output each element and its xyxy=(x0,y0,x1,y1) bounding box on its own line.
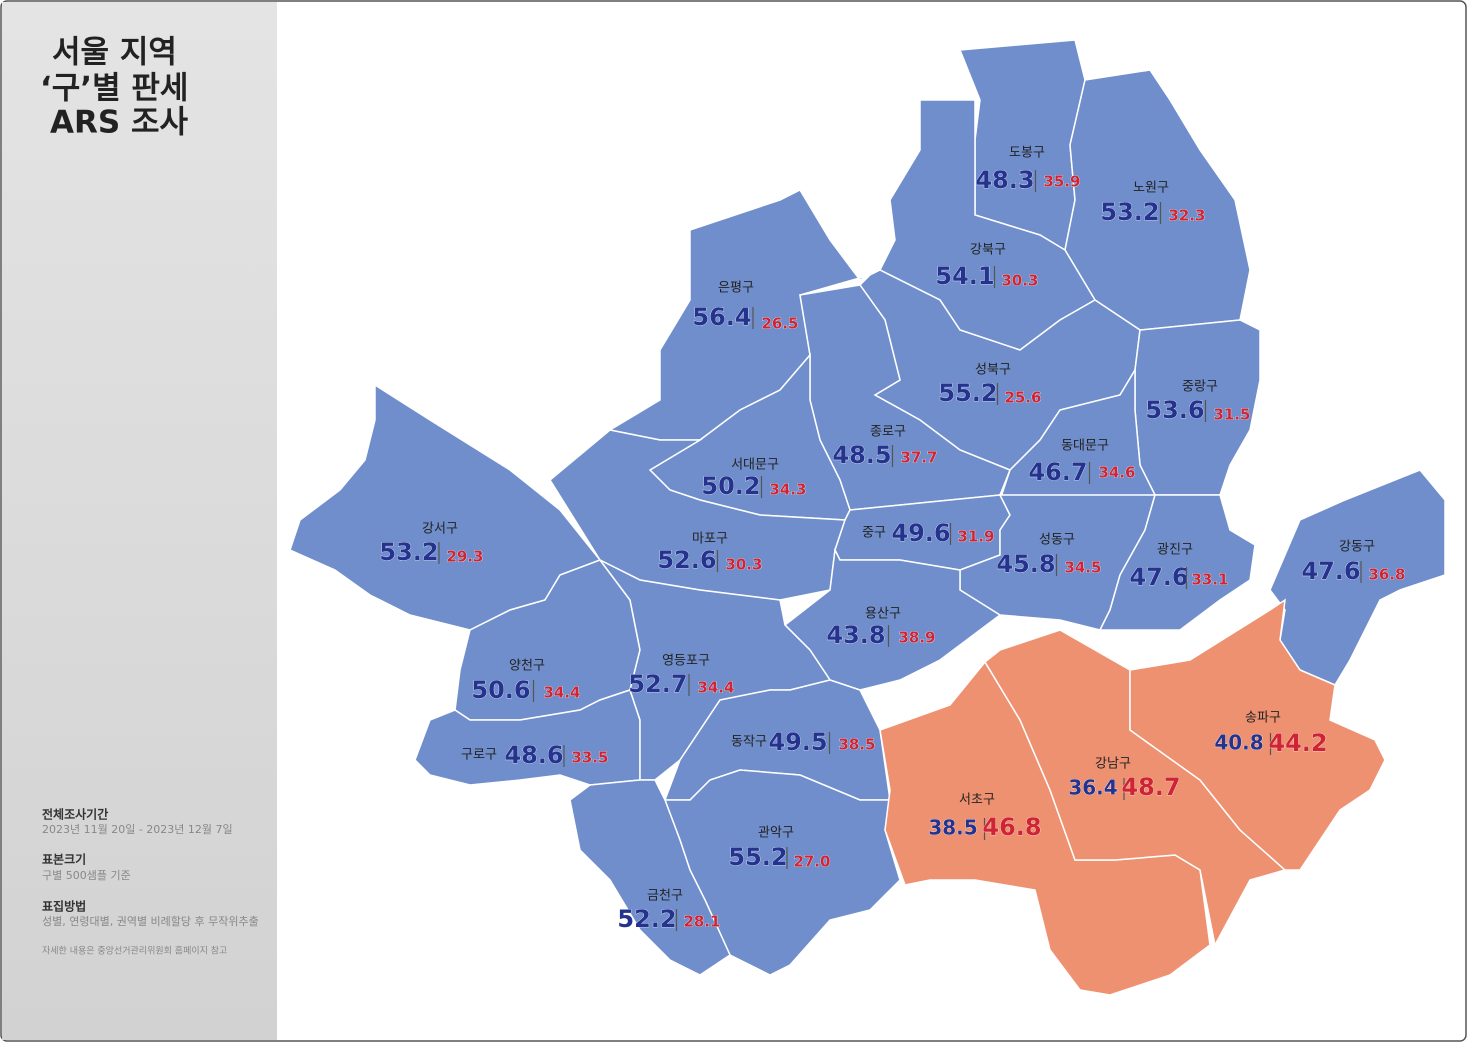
red-value: 37.7 xyxy=(900,449,937,467)
red-value: 46.8 xyxy=(982,813,1041,841)
district-labels: 도봉구 48.3 35.9 노원구 53.2 32.3 강북구 54.1 30.3 은평구 56.4… xyxy=(379,146,1406,934)
title-line: ARS 조사 xyxy=(50,105,189,141)
red-value: 34.4 xyxy=(543,684,580,702)
red-value: 29.3 xyxy=(446,548,483,566)
blue-value: 49.5 xyxy=(768,728,827,756)
district-area xyxy=(783,547,1002,691)
district-name: 중구 xyxy=(862,526,886,541)
red-value: 32.3 xyxy=(1168,207,1205,225)
district-name: 도봉구 xyxy=(1009,146,1045,161)
blue-value: 53.6 xyxy=(1145,396,1204,424)
district-name: 구로구 xyxy=(461,748,497,763)
blue-value: 55.2 xyxy=(728,843,787,871)
red-value: 25.6 xyxy=(1004,389,1041,407)
district-name: 강서구 xyxy=(422,522,458,537)
blue-value: 52.6 xyxy=(657,546,716,574)
blue-value: 46.7 xyxy=(1028,458,1087,486)
red-value: 34.6 xyxy=(1098,464,1135,482)
blue-value: 43.8 xyxy=(826,621,885,649)
note-text: 구별 500샘플 기준 xyxy=(42,869,131,882)
red-value: 38.5 xyxy=(838,736,875,754)
red-value: 44.2 xyxy=(1268,729,1327,757)
red-value: 33.5 xyxy=(571,749,608,767)
district-name: 은평구 xyxy=(718,281,754,296)
note-text: 성별, 연령대별, 권역별 비례할당 후 무작위추출 xyxy=(42,915,259,928)
district-name: 양천구 xyxy=(509,659,545,674)
blue-value: 53.2 xyxy=(379,538,438,566)
district-name: 강남구 xyxy=(1095,757,1131,772)
district-area xyxy=(569,779,731,976)
blue-value: 48.6 xyxy=(504,741,563,769)
blue-value: 56.4 xyxy=(692,303,751,331)
blue-value: 54.1 xyxy=(935,262,994,290)
blue-value: 36.4 xyxy=(1068,776,1117,800)
district-area xyxy=(998,367,1157,501)
blue-value: 40.8 xyxy=(1214,731,1263,755)
district-name: 강북구 xyxy=(970,243,1006,258)
red-value: 27.0 xyxy=(793,853,830,871)
red-value: 30.3 xyxy=(1001,272,1038,290)
red-value: 31.5 xyxy=(1213,406,1250,424)
district-name: 중랑구 xyxy=(1182,380,1218,395)
red-value: 34.3 xyxy=(769,481,806,499)
blue-value: 47.6 xyxy=(1301,557,1360,585)
red-value: 48.7 xyxy=(1121,773,1180,801)
red-value: 34.4 xyxy=(697,679,734,697)
blue-value: 50.2 xyxy=(701,472,760,500)
title-line: 서울 지역 xyxy=(52,35,177,71)
red-value: 34.5 xyxy=(1064,559,1101,577)
red-value: 38.9 xyxy=(898,629,935,647)
district-name: 성동구 xyxy=(1039,533,1075,548)
red-value: 33.1 xyxy=(1191,571,1228,589)
district-name: 금천구 xyxy=(647,889,683,904)
district-name: 마포구 xyxy=(692,532,728,547)
note-text: 2023년 11월 20일 - 2023년 12월 7일 xyxy=(42,822,233,836)
district-name: 성북구 xyxy=(975,363,1011,378)
red-value: 26.5 xyxy=(761,315,798,333)
district-area xyxy=(1098,494,1256,631)
district-name: 용산구 xyxy=(865,607,901,622)
blue-value: 55.2 xyxy=(938,379,997,407)
district-area xyxy=(1129,598,1386,871)
district-area xyxy=(289,383,602,631)
district-name: 동작구 xyxy=(731,735,767,750)
district-name: 강동구 xyxy=(1339,540,1375,555)
blue-value: 50.6 xyxy=(471,676,530,704)
footnote: 자세한 내용은 중앙선거관리위원회 홈페이지 참고 xyxy=(42,945,227,957)
blue-value: 38.5 xyxy=(928,816,977,840)
note-heading: 전체조사기간 xyxy=(42,807,108,822)
district-name: 광진구 xyxy=(1157,543,1193,558)
red-value: 31.9 xyxy=(957,528,994,546)
district-name: 서대문구 xyxy=(731,458,779,473)
blue-value: 48.3 xyxy=(975,166,1034,194)
title-line: ‘구’별 판세 xyxy=(40,71,188,107)
blue-value: 52.2 xyxy=(617,905,676,933)
red-value: 30.3 xyxy=(725,556,762,574)
district-name: 동대문구 xyxy=(1061,439,1109,454)
district-name: 송파구 xyxy=(1245,711,1281,726)
note-heading: 표본크기 xyxy=(42,852,86,867)
blue-value: 45.8 xyxy=(996,550,1055,578)
red-value: 28.1 xyxy=(683,913,720,931)
district-name: 서초구 xyxy=(959,793,995,808)
blue-value: 49.6 xyxy=(891,519,950,547)
side-panel xyxy=(2,2,277,1040)
red-value: 35.9 xyxy=(1043,173,1080,191)
blue-value: 47.6 xyxy=(1129,563,1188,591)
district-name: 영등포구 xyxy=(662,654,710,669)
blue-value: 53.2 xyxy=(1100,198,1159,226)
districts xyxy=(289,39,1446,996)
blue-value: 52.7 xyxy=(628,670,687,698)
note-heading: 표집방법 xyxy=(42,899,86,914)
red-value: 36.8 xyxy=(1368,566,1405,584)
blue-value: 48.5 xyxy=(832,441,891,469)
district-name: 종로구 xyxy=(870,425,906,440)
district-name: 노원구 xyxy=(1133,181,1169,196)
district-name: 관악구 xyxy=(758,826,794,841)
district-area xyxy=(984,629,1287,948)
